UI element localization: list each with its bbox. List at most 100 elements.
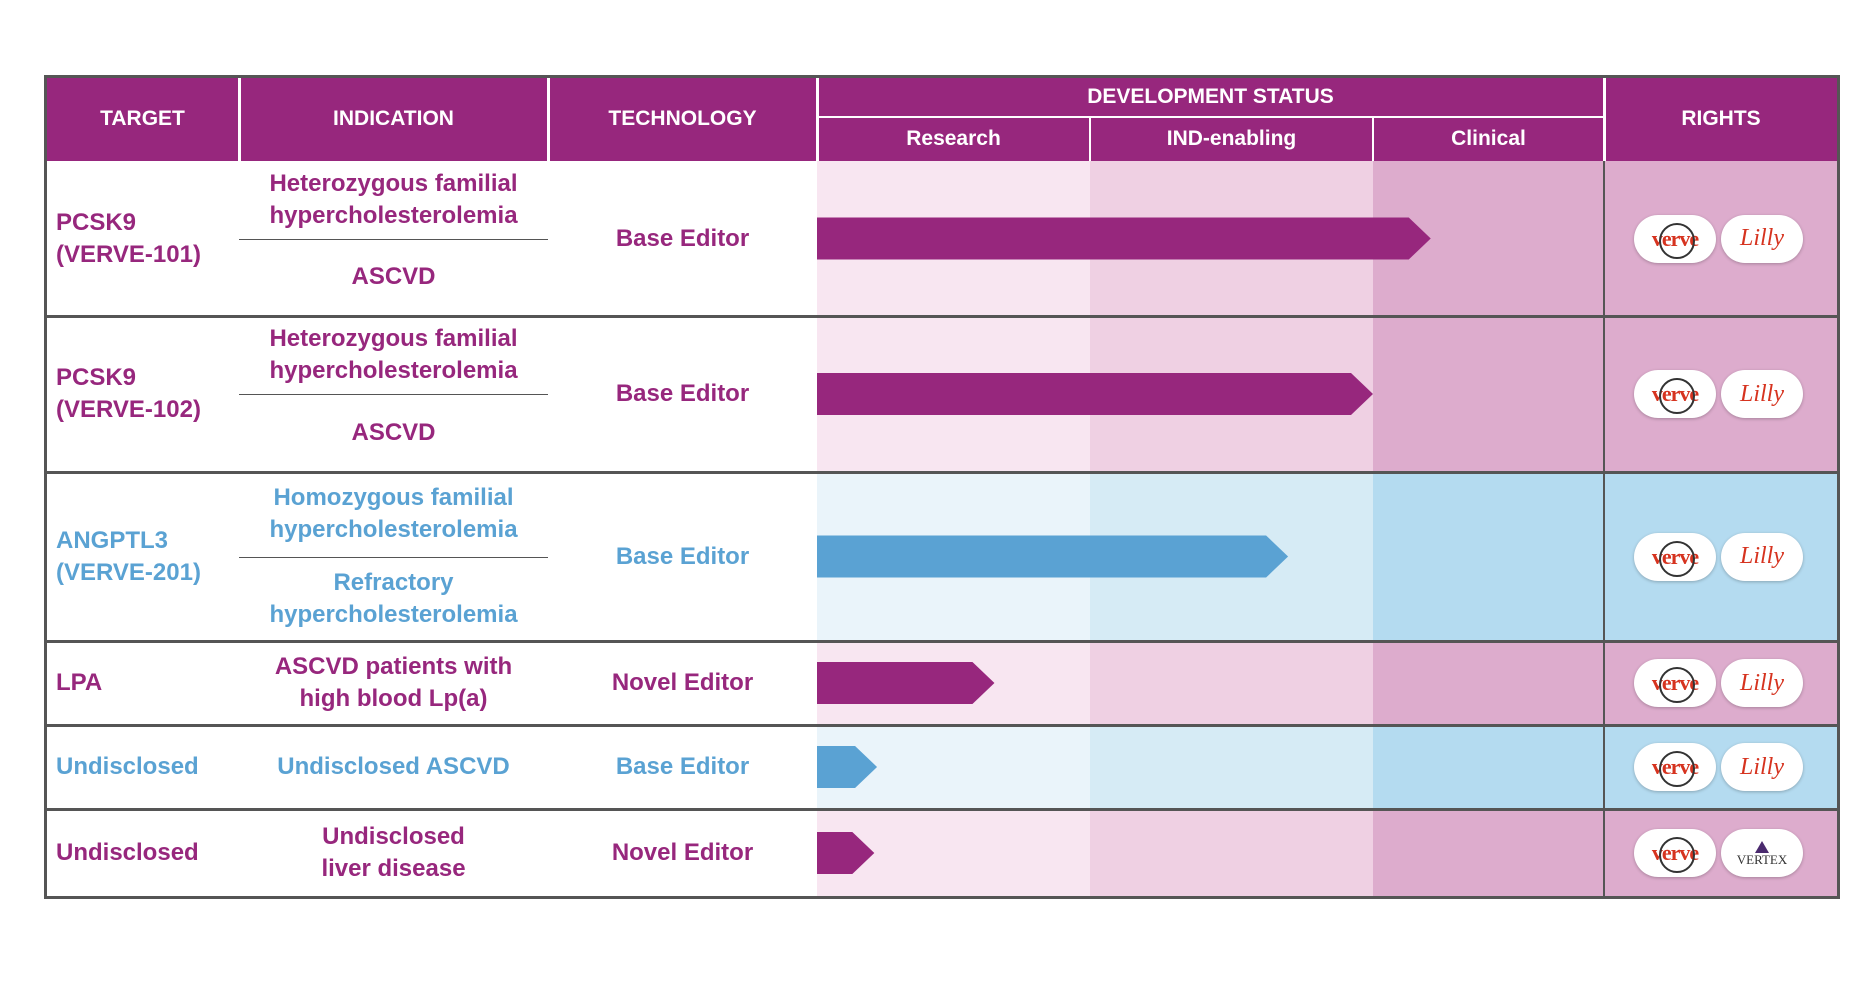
indication-line: hypercholesterolemia: [269, 201, 518, 229]
technology-label: Base Editor: [615, 380, 750, 407]
target-line: PCSK9: [56, 364, 137, 391]
verve-logo-ring: [1658, 540, 1695, 577]
indication-label: Heterozygous familial hypercholesterolemi…: [239, 161, 548, 239]
indication-line: liver disease: [321, 855, 466, 882]
verve-logo-ring: [1658, 378, 1695, 414]
progress-bar: [817, 746, 878, 788]
indication-line: Homozygous familial: [273, 484, 514, 512]
indication-line: hypercholesterolemia: [269, 357, 518, 384]
target-label: PCSK9 (VERVE-101): [46, 161, 239, 316]
verve-logo: verve: [1652, 667, 1699, 703]
header-divider: [238, 77, 241, 161]
table-border: [44, 75, 1840, 899]
indication-line: Refractory: [333, 568, 454, 596]
verve-logo: verve: [1652, 540, 1699, 577]
rights-logo-lilly: Lilly: [1721, 370, 1803, 418]
verve-logo-ring: [1658, 837, 1695, 873]
header-development-status: DEVELOPMENT STATUS: [817, 77, 1604, 117]
indication-lines: Heterozygous familial hypercholesterolemi…: [269, 168, 517, 232]
indication-label: ASCVD: [239, 239, 548, 317]
target-line: (VERVE-102): [56, 396, 201, 423]
header-divider: [547, 77, 550, 161]
header-divider: [1089, 117, 1091, 161]
indication-divider: [239, 238, 548, 240]
verve-logo-ring: [1658, 667, 1695, 703]
indication-lines: ASCVD patients with high blood Lp(a): [275, 651, 512, 715]
indication-line: ASCVD patients with: [274, 653, 513, 680]
verve-logo-ring: [1658, 751, 1695, 787]
indication-label: Homozygous familial hypercholesterolemia: [239, 472, 548, 557]
lilly-logo: Lilly: [1739, 380, 1784, 407]
rights-logo-lilly: Lilly: [1721, 743, 1803, 791]
indication-line: ASCVD: [351, 419, 436, 446]
row-divider: [46, 724, 1838, 727]
indication-lines: Undisclosed ASCVD: [277, 751, 510, 783]
stage-background: [1090, 641, 1373, 725]
indication-lines: ASCVD: [351, 417, 435, 449]
verve-logo: verve: [1652, 222, 1699, 259]
target-label: Undisclosed: [46, 809, 239, 897]
header-divider: [817, 116, 1604, 118]
progress-bar: [817, 217, 1431, 260]
stage-background: [1373, 809, 1604, 897]
header-technology: TECHNOLOGY: [548, 77, 817, 161]
verve-logo: verve: [1652, 751, 1699, 787]
technology-label: Base Editor: [615, 224, 750, 252]
rights-logo-verve: verve: [1634, 532, 1716, 581]
indication-lines: Undisclosed liver disease: [321, 821, 465, 885]
stage-background: [1373, 316, 1604, 472]
target-line: (VERVE-101): [56, 240, 201, 268]
target-line: LPA: [56, 669, 103, 696]
rights-logo-vertex: VERTEX: [1721, 829, 1803, 877]
rights-logo-verve: verve: [1634, 214, 1716, 263]
indication-line: hypercholesterolemia: [269, 600, 518, 628]
target-lines: LPA: [56, 667, 102, 699]
stage-background: [1373, 641, 1604, 725]
stage-background: [1373, 472, 1604, 641]
lilly-logo: Lilly: [1739, 225, 1784, 251]
header-divider: [1603, 77, 1606, 161]
target-line: Undisclosed: [56, 753, 199, 780]
target-lines: PCSK9 (VERVE-101): [56, 207, 201, 271]
header-stage-ind-enabling: IND-enabling: [1090, 117, 1373, 161]
header-stage-research: Research: [817, 117, 1090, 161]
header-stage-clinical: Clinical: [1373, 117, 1604, 161]
rights-logo-verve: verve: [1634, 743, 1716, 791]
header-divider: [816, 77, 819, 161]
target-lines: ANGPTL3 (VERVE-201): [56, 525, 201, 589]
stage-background: [1090, 809, 1373, 897]
target-label: PCSK9 (VERVE-102): [46, 316, 239, 472]
stage-background: [1373, 725, 1604, 809]
verve-logo: verve: [1652, 378, 1699, 414]
target-label: LPA: [46, 641, 239, 725]
indication-line: high blood Lp(a): [299, 685, 488, 712]
indication-lines: ASCVD: [351, 261, 435, 293]
progress-bar: [817, 832, 875, 874]
indication-line: Undisclosed: [322, 823, 465, 850]
header-divider: [1372, 117, 1374, 161]
vertex-logo-text: VERTEX: [1736, 851, 1788, 867]
indication-lines: Refractory hypercholesterolemia: [269, 567, 517, 631]
target-lines: Undisclosed: [56, 837, 199, 869]
indication-line: hypercholesterolemia: [269, 516, 518, 544]
header-indication: INDICATION: [239, 77, 548, 161]
indication-line: Undisclosed ASCVD: [277, 753, 510, 780]
indication-lines: Heterozygous familial hypercholesterolemi…: [269, 323, 517, 387]
rights-logo-verve: verve: [1634, 659, 1716, 707]
indication-line: Heterozygous familial: [269, 169, 518, 197]
rights-logo-lilly: Lilly: [1721, 532, 1803, 581]
target-label: ANGPTL3 (VERVE-201): [46, 472, 239, 641]
target-line: Undisclosed: [56, 839, 199, 866]
progress-bar: [817, 662, 995, 704]
indication-lines: Homozygous familial hypercholesterolemia: [269, 482, 517, 546]
lilly-logo: Lilly: [1739, 543, 1784, 569]
row-divider: [46, 471, 1838, 474]
indication-line: Heterozygous familial: [269, 325, 518, 352]
header-rights: RIGHTS: [1604, 77, 1838, 161]
indication-label: Undisclosed ASCVD: [239, 725, 548, 809]
indication-label: ASCVD: [239, 394, 548, 472]
target-line: ANGPTL3: [56, 526, 169, 554]
column-divider: [1603, 161, 1605, 897]
target-line: PCSK9: [56, 208, 137, 236]
